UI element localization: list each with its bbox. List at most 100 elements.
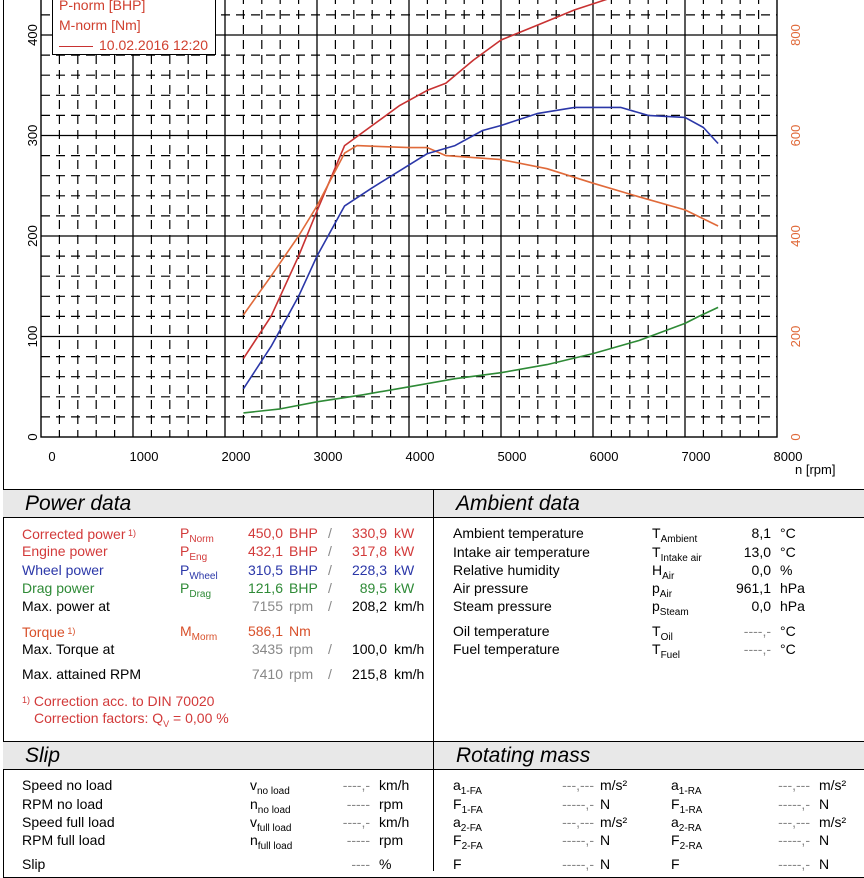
row-unit: %	[379, 856, 392, 872]
slip-title: Slip	[3, 742, 433, 770]
series-wheel-power-bhp-	[242, 106, 719, 390]
symbol: F1-FA	[453, 795, 483, 816]
row-unit: hPa	[780, 598, 805, 614]
row-unit: °C	[780, 641, 796, 657]
unit-1: rpm	[289, 666, 314, 682]
row-value: 0,0	[751, 561, 771, 578]
symbol: PEng	[180, 543, 208, 564]
value-1: 3435	[251, 641, 283, 657]
value-1: 121,6	[247, 579, 283, 596]
row-label: Max. attained RPM	[22, 666, 142, 682]
value-2: 228,3	[351, 561, 387, 578]
section-divider	[433, 489, 434, 741]
value-1: 432,1	[247, 543, 283, 560]
separator: /	[328, 561, 332, 578]
row-label: Torque 1)	[22, 624, 76, 640]
separator: /	[328, 579, 332, 596]
row-unit: rpm	[379, 795, 404, 812]
legend-run: 10.02.2016 12:20	[59, 35, 215, 55]
value-2: 215,8	[351, 666, 387, 682]
separator: /	[328, 641, 332, 657]
correction-note: 1) Correction acc. to DIN 70020	[22, 693, 215, 709]
symbol: HAir	[652, 561, 675, 582]
symbol: pSteam	[652, 598, 689, 618]
torque-value: 586,1	[247, 623, 283, 639]
row-label: Corrected power 1)	[22, 526, 137, 542]
symbol: F	[453, 856, 462, 872]
series-m-norm-nm-	[242, 144, 719, 316]
power-row: Drag power PDrag 121,6 BHP / 89,5 kW	[0, 579, 430, 600]
value-front: ---,---	[562, 814, 594, 830]
unit-rear: m/s²	[819, 814, 847, 830]
value-front: -----,-	[562, 856, 594, 872]
row-unit: rpm	[379, 832, 404, 848]
value-rear: -----,-	[778, 795, 810, 812]
svg-text:800: 800	[788, 24, 803, 46]
unit-rear: N	[819, 795, 830, 812]
row-value: 13,0	[743, 543, 771, 560]
unit-front: N	[600, 856, 611, 872]
value-1: 7155	[251, 598, 283, 615]
value-1: 310,5	[247, 561, 283, 578]
symbol: a1-RA	[671, 777, 702, 797]
unit-2: kW	[394, 525, 415, 541]
legend-entry-torque: M-norm [Nm]	[59, 17, 141, 33]
row-label: Air pressure	[453, 580, 529, 596]
unit-front: m/s²	[600, 814, 628, 830]
symbol: a2-FA	[453, 814, 482, 834]
svg-text:4000: 4000	[406, 449, 435, 464]
svg-text:100: 100	[25, 326, 40, 348]
value-1: 450,0	[247, 525, 283, 541]
row-value: ----,-	[743, 623, 771, 639]
svg-text:200: 200	[788, 326, 803, 348]
svg-text:0: 0	[48, 449, 55, 464]
unit-2: kW	[394, 543, 415, 560]
row-label: Speed full load	[22, 814, 115, 830]
row-label: Speed no load	[22, 777, 113, 793]
symbol: vno load	[250, 777, 290, 797]
separator: /	[328, 543, 332, 560]
symbol: TFuel	[652, 641, 681, 661]
unit-rear: N	[819, 856, 830, 872]
svg-text:300: 300	[25, 125, 40, 147]
separator: /	[328, 525, 332, 541]
separator: /	[328, 666, 332, 682]
row-value: ----	[351, 856, 370, 872]
row-unit: km/h	[379, 814, 410, 830]
unit-1: BHP	[289, 579, 318, 596]
row-unit: °C	[780, 525, 796, 541]
row-value: ----,-	[743, 641, 771, 657]
row-label: Steam pressure	[453, 598, 552, 614]
symbol: TOil	[652, 623, 673, 643]
unit-front: m/s²	[600, 777, 628, 793]
value-rear: -----,-	[778, 856, 810, 872]
row-label: Wheel power	[22, 561, 104, 578]
row-label: RPM full load	[22, 832, 106, 848]
series-p-norm-bhp-	[242, 0, 608, 360]
unit-2: km/h	[394, 598, 425, 615]
svg-text:7000: 7000	[682, 449, 711, 464]
symbol: F2-RA	[671, 832, 703, 852]
symbol: pAir	[652, 580, 673, 600]
value-front: -----,-	[562, 832, 594, 848]
symbol: TIntake air	[652, 543, 702, 564]
correction-factors: Correction factors: QV = 0,00 %	[34, 710, 229, 729]
unit-1: BHP	[289, 543, 318, 560]
power-row: Wheel power PWheel 310,5 BHP / 228,3 kW	[0, 561, 430, 582]
row-label: Max. power at	[22, 598, 110, 615]
unit-2: km/h	[394, 641, 425, 657]
svg-text:0: 0	[788, 433, 803, 440]
unit-front: N	[600, 832, 611, 848]
section-divider-2	[433, 741, 434, 871]
row-value: 0,0	[751, 598, 771, 614]
symbol: PWheel	[180, 561, 218, 582]
symbol: vfull load	[250, 814, 292, 834]
symbol: nno load	[250, 795, 291, 816]
row-label: Drag power	[22, 579, 95, 596]
value-rear: ---,---	[778, 814, 810, 830]
svg-text:6000: 6000	[590, 449, 619, 464]
value-2: 317,8	[351, 543, 387, 560]
value-rear: ---,---	[778, 777, 810, 793]
legend-entry-power: P-norm [BHP]	[59, 0, 146, 13]
unit-2: kW	[394, 579, 415, 596]
